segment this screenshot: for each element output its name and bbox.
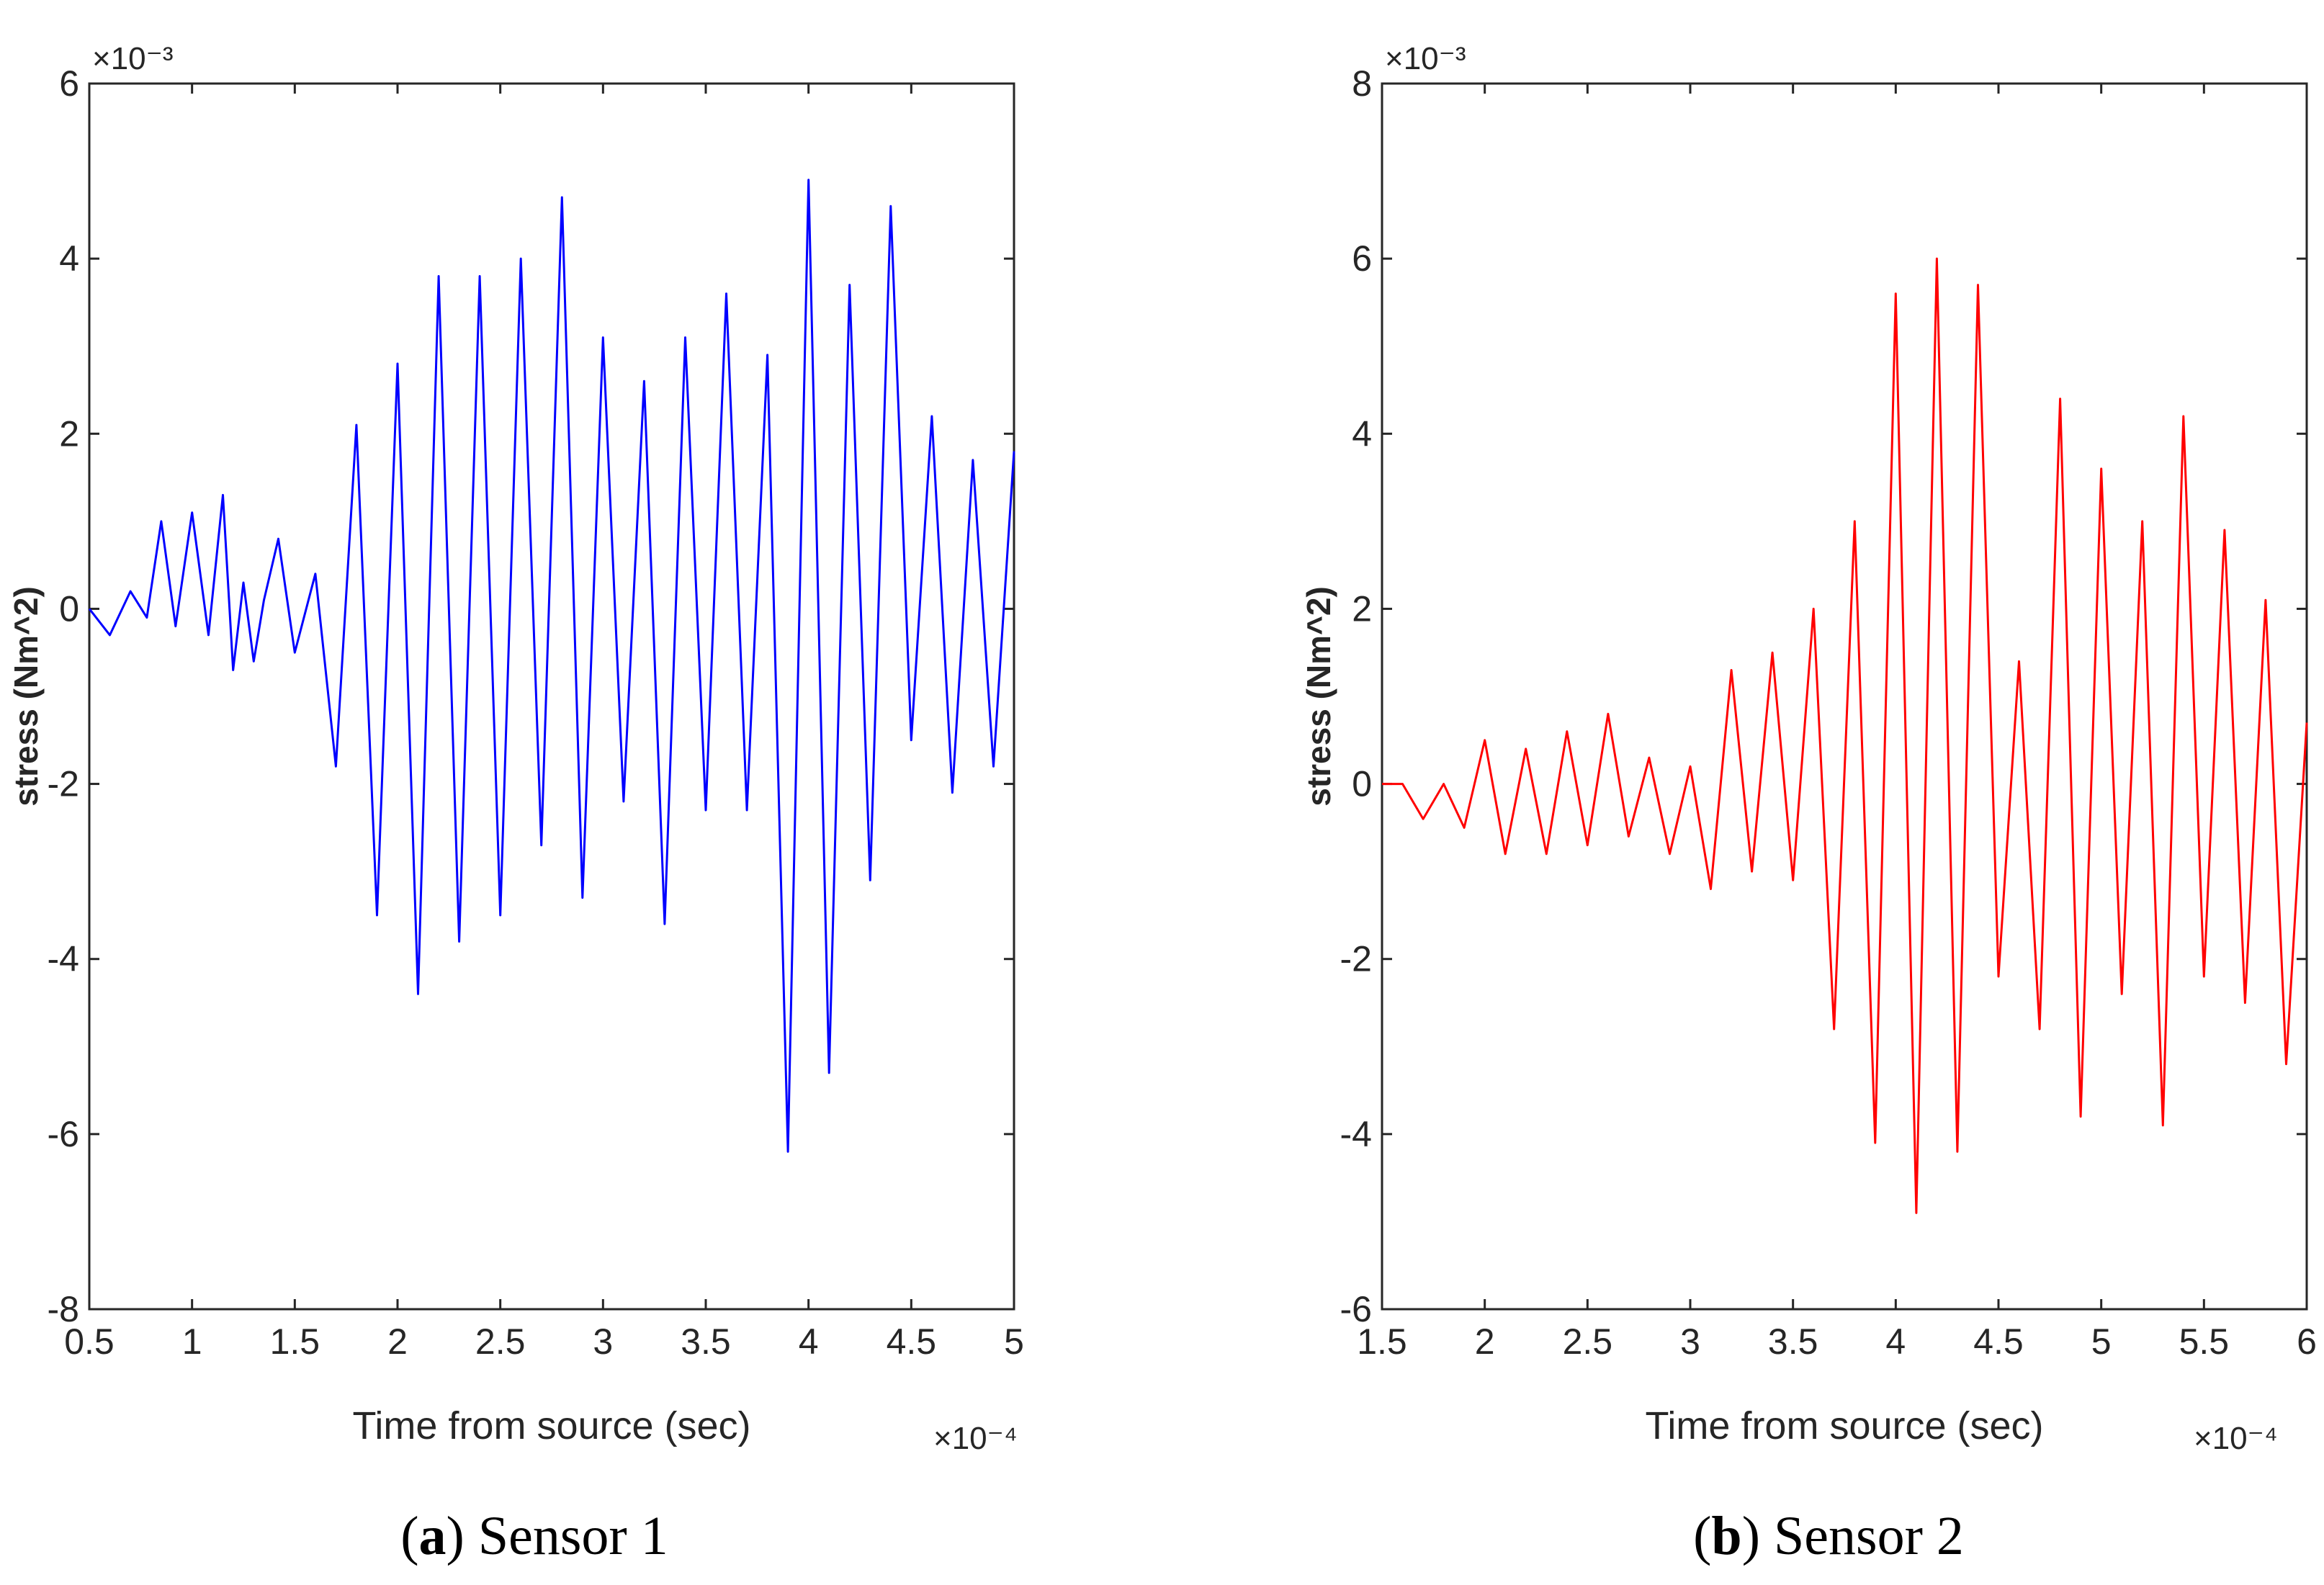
y-tick-label: 4 bbox=[1352, 413, 1372, 454]
x-tick-label: 0.5 bbox=[64, 1321, 115, 1362]
x-axis-label: Time from source (sec) bbox=[1645, 1404, 2043, 1447]
x-exponent-label: ×10⁻⁴ bbox=[2194, 1421, 2278, 1456]
x-tick-label: 5 bbox=[1004, 1321, 1024, 1362]
y-tick-labels: -6 -4 -2 0 2 4 6 8 bbox=[1340, 63, 1372, 1329]
x-tick-label: 3 bbox=[1680, 1321, 1700, 1362]
caption-a: (a) Sensor 1 bbox=[400, 1506, 668, 1566]
y-tick-label: 2 bbox=[1352, 588, 1372, 629]
x-tick-label: 3 bbox=[593, 1321, 613, 1362]
x-tick-label: 4 bbox=[1885, 1321, 1906, 1362]
x-tick-label: 2 bbox=[1475, 1321, 1495, 1362]
x-tick-label: 2 bbox=[387, 1321, 408, 1362]
y-tick-labels: -8 -6 -4 -2 0 2 4 6 bbox=[48, 63, 79, 1329]
x-axis-label: Time from source (sec) bbox=[352, 1404, 750, 1447]
y-axis-label: stress (Nm^2) bbox=[7, 586, 45, 807]
x-tick-label: 3.5 bbox=[681, 1321, 731, 1362]
y-tick-label: 0 bbox=[59, 588, 79, 629]
y-tick-label: -2 bbox=[48, 764, 79, 804]
series-line-sensor-1 bbox=[88, 179, 1015, 1153]
x-tick-label: 4.5 bbox=[887, 1321, 937, 1362]
y-tick-label: 4 bbox=[59, 238, 79, 279]
x-tick-label: 3.5 bbox=[1768, 1321, 1818, 1362]
x-tick-label: 5.5 bbox=[2179, 1321, 2230, 1362]
tick-group bbox=[88, 82, 1015, 1311]
y-tick-label: -4 bbox=[48, 939, 79, 979]
x-tick-label: 1 bbox=[182, 1321, 202, 1362]
y-tick-label: -6 bbox=[48, 1114, 79, 1154]
y-tick-label: 8 bbox=[1352, 63, 1372, 104]
y-tick-label: -4 bbox=[1340, 1114, 1372, 1154]
x-tick-label: 2.5 bbox=[475, 1321, 526, 1362]
y-exponent-label: ×10⁻³ bbox=[1385, 41, 1466, 76]
x-tick-label: 4 bbox=[799, 1321, 819, 1362]
y-tick-label: 6 bbox=[59, 63, 79, 104]
y-tick-label: -8 bbox=[48, 1289, 79, 1329]
y-exponent-label: ×10⁻³ bbox=[92, 41, 174, 76]
x-tick-label: 4.5 bbox=[1973, 1321, 2024, 1362]
y-tick-label: 0 bbox=[1352, 764, 1372, 804]
y-axis-label: stress (Nm^2) bbox=[1300, 586, 1337, 807]
chart-sensor-2: 1.5 2 2.5 3 3.5 4 4.5 5 5.5 6 -6 -4 -2 0 2 4 6 8 ×10⁻³ ×… bbox=[1300, 41, 2317, 1566]
y-tick-label: 6 bbox=[1352, 238, 1372, 279]
caption-text: Sensor 1 bbox=[478, 1506, 668, 1566]
x-tick-label: 2.5 bbox=[1563, 1321, 1613, 1362]
y-tick-label: -2 bbox=[1340, 939, 1372, 979]
y-tick-label: -6 bbox=[1340, 1289, 1372, 1329]
x-tick-label: 6 bbox=[2297, 1321, 2317, 1362]
x-tick-labels: 1.5 2 2.5 3 3.5 4 4.5 5 5.5 6 bbox=[1357, 1321, 2317, 1362]
y-tick-label: 2 bbox=[59, 413, 79, 454]
caption-b: (b) Sensor 2 bbox=[1693, 1506, 1964, 1566]
x-exponent-label: ×10⁻⁴ bbox=[933, 1421, 1018, 1456]
plot-frame bbox=[1381, 82, 2308, 1311]
caption-letter: b bbox=[1711, 1506, 1741, 1566]
plot-frame bbox=[88, 82, 1015, 1311]
x-tick-label: 1.5 bbox=[1357, 1321, 1407, 1362]
x-tick-label: 5 bbox=[2091, 1321, 2112, 1362]
series-line-sensor-2 bbox=[1382, 257, 2308, 1214]
tick-group bbox=[1381, 82, 2308, 1311]
caption-text: Sensor 2 bbox=[1774, 1506, 1964, 1566]
caption-letter: a bbox=[419, 1506, 447, 1566]
x-tick-label: 1.5 bbox=[270, 1321, 320, 1362]
x-tick-labels: 0.5 1 1.5 2 2.5 3 3.5 4 4.5 5 bbox=[64, 1321, 1024, 1362]
